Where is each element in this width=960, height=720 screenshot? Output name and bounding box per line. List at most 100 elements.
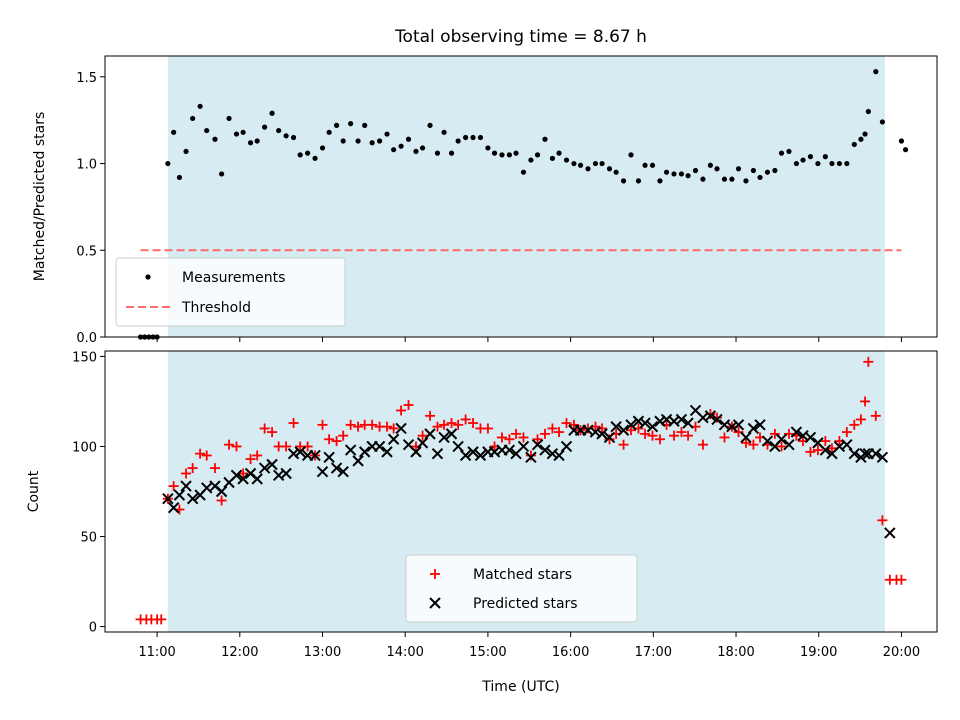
legend-measurements-marker bbox=[145, 274, 151, 280]
predicted-point bbox=[467, 446, 479, 458]
matched-point bbox=[403, 400, 414, 411]
legend-top: Measurements Threshold bbox=[115, 257, 346, 327]
measurement-point bbox=[226, 115, 232, 122]
predicted-point bbox=[876, 451, 889, 463]
matched-point bbox=[877, 515, 888, 526]
measurement-point bbox=[171, 129, 177, 135]
measurement-point bbox=[671, 171, 677, 177]
measurement-point bbox=[865, 108, 871, 115]
measurement-point bbox=[297, 152, 303, 158]
legend-threshold-label: Threshold bbox=[181, 300, 251, 316]
matched-point bbox=[338, 430, 349, 441]
measurement-point bbox=[858, 136, 864, 142]
matched-point bbox=[216, 495, 227, 506]
matched-point bbox=[532, 434, 543, 445]
measurement-point bbox=[778, 150, 785, 156]
measurement-point bbox=[183, 148, 189, 155]
xtick-label: 18:00 bbox=[717, 645, 754, 660]
predicted-point bbox=[352, 455, 364, 467]
measurement-point bbox=[786, 148, 792, 155]
measurement-point bbox=[678, 171, 685, 177]
measurement-point bbox=[204, 127, 210, 134]
axes-frame-top bbox=[104, 55, 938, 338]
measurement-point bbox=[485, 145, 491, 151]
predicted-point bbox=[525, 451, 537, 463]
measurement-point bbox=[800, 157, 806, 163]
matched-point bbox=[432, 421, 443, 432]
predicted-point bbox=[617, 424, 630, 436]
matched-point bbox=[511, 428, 522, 439]
predicted-point bbox=[330, 462, 343, 474]
measurement-point bbox=[312, 155, 318, 161]
measurement-point bbox=[448, 150, 455, 156]
matched-point bbox=[482, 423, 493, 434]
measurement-point bbox=[413, 148, 419, 155]
matched-point bbox=[382, 421, 393, 432]
matched-point bbox=[425, 410, 436, 421]
measurement-point bbox=[233, 131, 240, 137]
measurement-point bbox=[283, 133, 289, 139]
predicted-point bbox=[646, 420, 659, 433]
measurement-point bbox=[419, 145, 426, 151]
matched-point bbox=[388, 423, 399, 434]
matched-point bbox=[561, 418, 572, 429]
predicted-point bbox=[531, 438, 544, 451]
measurement-point bbox=[376, 138, 383, 144]
measurement-point bbox=[506, 152, 513, 158]
predicted-point bbox=[452, 440, 464, 453]
matched-point bbox=[640, 428, 651, 439]
predicted-point bbox=[775, 433, 788, 445]
matched-point bbox=[769, 428, 780, 439]
predicted-point bbox=[381, 446, 393, 458]
legend-measurements-label: Measurements bbox=[182, 270, 285, 286]
matched-point bbox=[547, 423, 558, 434]
panel-ratio: 0.0 0.5 1.0 1.5 Matched/Predicted stars Mea… bbox=[32, 55, 938, 346]
matched-point bbox=[805, 446, 816, 457]
measurement-point bbox=[620, 178, 627, 184]
ratio-ytick-label: 1.5 bbox=[76, 71, 97, 86]
predicted-point bbox=[726, 420, 738, 433]
measurement-point bbox=[348, 121, 354, 127]
predicted-point bbox=[173, 489, 186, 501]
measurement-point bbox=[477, 134, 484, 141]
measurement-point bbox=[513, 150, 519, 156]
predicted-point bbox=[740, 431, 752, 444]
xtick-label: 15:00 bbox=[469, 645, 506, 660]
measurement-point bbox=[692, 167, 699, 174]
measurement-point bbox=[290, 134, 297, 141]
predicted-point bbox=[675, 413, 688, 426]
predicted-point bbox=[215, 485, 228, 498]
matched-point bbox=[654, 434, 665, 445]
predicted-point bbox=[610, 420, 622, 433]
measurement-point bbox=[862, 131, 868, 137]
predicted-point bbox=[747, 422, 760, 435]
predicted-point bbox=[560, 440, 573, 453]
matched-point bbox=[187, 463, 198, 474]
predicted-point bbox=[503, 444, 516, 456]
predicted-point bbox=[237, 473, 249, 485]
measurement-point bbox=[714, 166, 720, 172]
measurement-point bbox=[707, 162, 713, 168]
matched-point bbox=[252, 450, 263, 461]
predicted-point bbox=[841, 438, 853, 451]
measurement-point bbox=[520, 169, 527, 175]
matched-point bbox=[209, 463, 220, 474]
matched-point bbox=[331, 436, 342, 447]
matched-point bbox=[860, 396, 871, 407]
measurement-point bbox=[197, 103, 203, 109]
predicted-point bbox=[316, 465, 329, 478]
measurement-point bbox=[822, 154, 828, 160]
measurement-point bbox=[305, 150, 311, 156]
measurement-point bbox=[642, 162, 648, 168]
matched-point bbox=[238, 468, 249, 479]
xtick-label: 16:00 bbox=[552, 645, 589, 660]
matched-point bbox=[396, 405, 407, 416]
predicted-point bbox=[186, 492, 199, 505]
measurement-point bbox=[355, 138, 361, 144]
predicted-point bbox=[754, 419, 766, 431]
matched-point bbox=[267, 427, 278, 438]
measurement-point bbox=[613, 169, 619, 175]
measurement-point bbox=[700, 176, 706, 182]
predicted-point bbox=[589, 426, 602, 438]
